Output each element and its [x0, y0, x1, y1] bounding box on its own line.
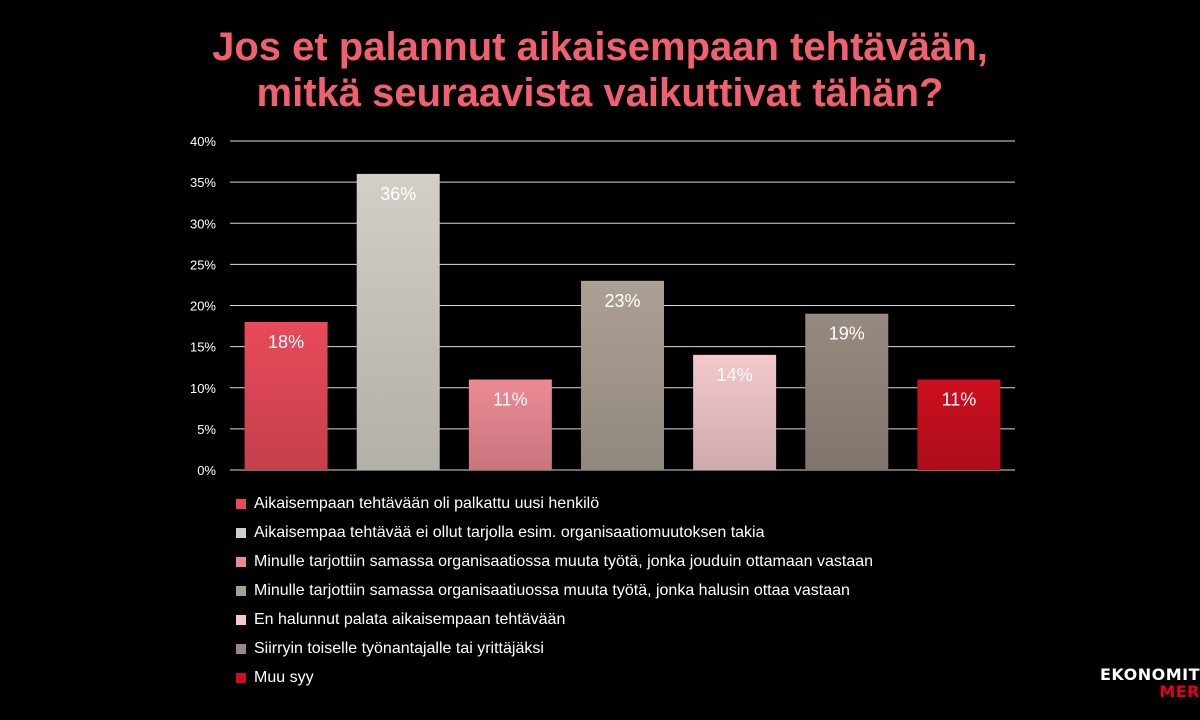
- bar: [917, 379, 1001, 470]
- bar-data-label: 11%: [493, 390, 528, 410]
- legend-label: Aikaisempaa tehtävää ei ollut tarjolla e…: [254, 523, 765, 541]
- bar-data-label: 18%: [268, 332, 304, 352]
- bar-data-label: 11%: [942, 390, 977, 410]
- legend-swatch: [236, 585, 246, 596]
- chart-title-line2: mitkä seuraavista vaikuttivat tähän?: [256, 71, 944, 115]
- bar-data-label: 14%: [717, 365, 753, 385]
- legend-label: Minulle tarjottiin samassa organisaatiuo…: [254, 581, 850, 599]
- bar: [693, 354, 777, 470]
- legend-swatch: [236, 498, 246, 509]
- y-tick-label: 25%: [190, 257, 216, 272]
- legend-item: Aikaisempaa tehtävää ei ollut tarjolla e…: [236, 518, 873, 547]
- legend-label: Minulle tarjottiin samassa organisaatios…: [254, 552, 874, 570]
- y-tick-label: 5%: [197, 422, 216, 437]
- y-tick-label: 20%: [190, 299, 216, 314]
- legend-item: Siirryin toiselle työnantajalle tai yrit…: [236, 634, 873, 663]
- bar-chart: 0% 5% 10% 15% 20% 25% 30% 35% 40% 18% 36% 11% 23% 14%…: [190, 134, 1015, 478]
- chart-title: Jos et palannut aikaisempaan tehtävään, …: [0, 24, 1200, 116]
- legend-swatch: [236, 672, 246, 683]
- ekonomit-logo: EKONOMIT MER: [1100, 666, 1200, 700]
- y-tick-label: 10%: [190, 381, 216, 396]
- legend-label: Aikaisempaan tehtävään oli palkattu uusi…: [254, 494, 600, 512]
- bar: [244, 321, 328, 470]
- y-tick-label: 0%: [197, 463, 216, 478]
- y-tick-label: 15%: [190, 340, 216, 355]
- legend-swatch: [236, 527, 246, 538]
- legend-swatch: [236, 614, 246, 625]
- chart-legend: Aikaisempaan tehtävään oli palkattu uusi…: [236, 489, 873, 692]
- chart-title-line1: Jos et palannut aikaisempaan tehtävään,: [212, 25, 988, 69]
- bar-data-label: 36%: [380, 184, 416, 204]
- y-tick-label: 30%: [190, 216, 216, 231]
- bar-data-label: 23%: [604, 291, 640, 311]
- logo-line1: EKONOMIT: [1100, 665, 1200, 684]
- legend-swatch: [236, 643, 246, 654]
- bar: [581, 280, 664, 470]
- logo-line2: MER: [1159, 682, 1200, 701]
- legend-label: Muu syy: [254, 668, 314, 686]
- bar: [468, 379, 552, 470]
- legend-label: Siirryin toiselle työnantajalle tai yrit…: [254, 639, 544, 657]
- y-tick-label: 40%: [190, 134, 216, 149]
- legend-item: Aikaisempaan tehtävään oli palkattu uusi…: [236, 489, 873, 518]
- legend-swatch: [236, 556, 246, 567]
- legend-item: Minulle tarjottiin samassa organisaatiuo…: [236, 576, 873, 605]
- legend-item: Muu syy: [236, 663, 873, 692]
- legend-label: En halunnut palata aikaisempaan tehtävää…: [254, 610, 566, 628]
- legend-item: En halunnut palata aikaisempaan tehtävää…: [236, 605, 873, 634]
- bar-data-label: 19%: [829, 324, 865, 344]
- legend-item: Minulle tarjottiin samassa organisaatios…: [236, 547, 873, 576]
- bar: [805, 313, 889, 470]
- y-tick-label: 35%: [190, 175, 216, 190]
- bar: [356, 173, 440, 470]
